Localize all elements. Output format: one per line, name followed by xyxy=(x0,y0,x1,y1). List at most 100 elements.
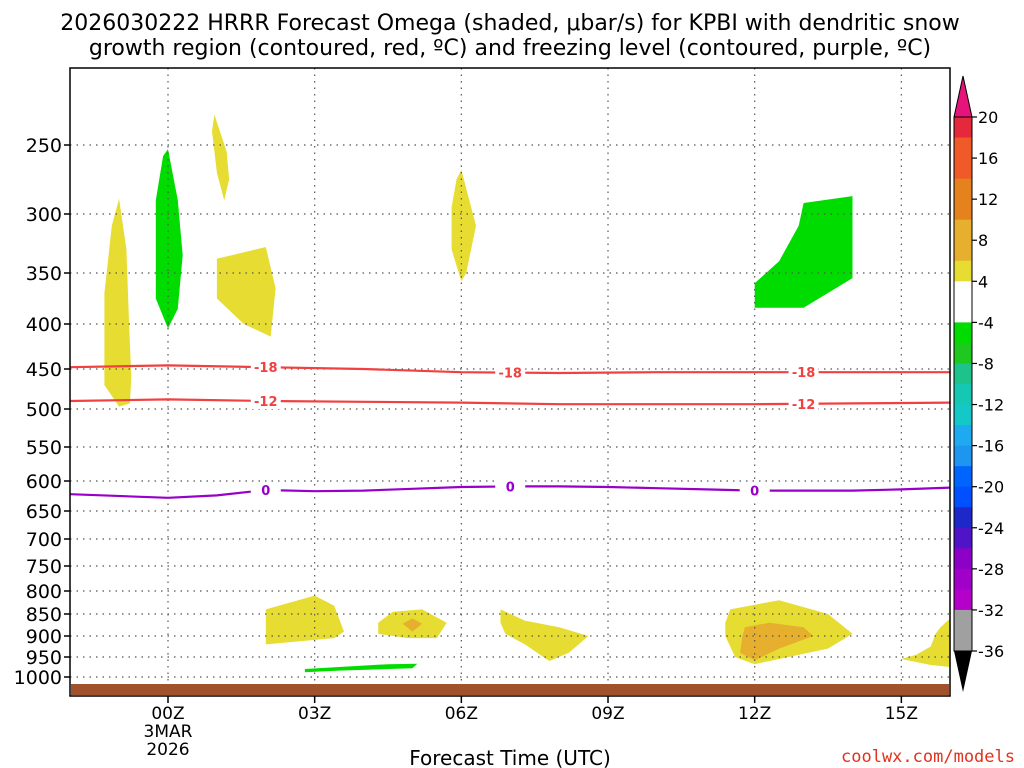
colorbar-segment xyxy=(954,219,972,241)
colorbar-segment xyxy=(954,199,972,221)
x-axis-label: Forecast Time (UTC) xyxy=(409,746,611,768)
y-tick-label: 800 xyxy=(26,581,62,603)
colorbar-label: -28 xyxy=(978,560,1004,579)
y-tick-label: 700 xyxy=(26,529,62,551)
y-tick-label: 250 xyxy=(26,135,62,157)
colorbar-segment xyxy=(954,548,972,570)
colorbar-bottom-arrow xyxy=(954,651,972,692)
omega-region xyxy=(212,114,230,201)
colorbar-label: 16 xyxy=(978,149,998,168)
ground-bar xyxy=(71,684,949,695)
contour-label-bg xyxy=(739,482,770,499)
y-tick-label: 350 xyxy=(26,263,62,285)
colorbar-label: 4 xyxy=(978,272,988,291)
x-tick-label: 06Z xyxy=(445,704,478,724)
colorbar: 20 16 12 8 4 -4 -8 -12 -16 -20 -24 -28 -32 -36 xyxy=(953,75,1004,692)
contour-label-bg xyxy=(495,364,526,381)
y-tick-label: 900 xyxy=(26,626,62,648)
colorbar-segment xyxy=(954,260,972,282)
colorbar-segment xyxy=(954,589,972,611)
contour-label: -18 xyxy=(498,367,522,382)
contour-label-bg xyxy=(788,364,819,381)
colorbar-segment xyxy=(954,281,972,303)
colorbar-segment xyxy=(954,178,972,200)
colorbar-label: 8 xyxy=(978,231,988,250)
contour-label-bg xyxy=(250,359,281,376)
colorbar-segment xyxy=(954,301,972,323)
colorbar-label: 20 xyxy=(978,108,998,127)
y-tick-label: 400 xyxy=(26,314,62,336)
temperature-contours: -18 -18 -18 -12 -12 0 0 0 xyxy=(70,359,951,500)
omega-region xyxy=(155,149,183,329)
x-tick-label: 15Z xyxy=(885,704,918,724)
y-tick-label: 1000 xyxy=(14,667,62,689)
colorbar-label: -12 xyxy=(978,396,1004,415)
colorbar-label: -16 xyxy=(978,437,1004,456)
colorbar-top-arrow xyxy=(953,75,973,118)
contour-label-bg xyxy=(788,395,819,412)
x-tick-label: 09Z xyxy=(591,704,624,724)
omega-region xyxy=(451,169,476,282)
colorbar-label: -36 xyxy=(978,642,1004,661)
y-tick-label: 500 xyxy=(26,399,62,421)
contour-label: -18 xyxy=(792,366,816,381)
chart-title-line1: 2026030222 HRRR Forecast Omega (shaded, … xyxy=(60,11,959,36)
x-axis-date-line2: 2026 xyxy=(146,740,189,760)
colorbar-segment xyxy=(954,507,972,529)
colorbar-label: -4 xyxy=(978,313,994,332)
omega-shaded-regions xyxy=(104,114,951,673)
y-tick-label: 600 xyxy=(26,471,62,493)
plot-background xyxy=(70,68,950,696)
plot-frame xyxy=(69,67,951,697)
colorbar-segment xyxy=(954,445,972,467)
contour-label: 0 xyxy=(750,485,759,500)
colorbar-label: -8 xyxy=(978,354,994,373)
chart-title-line2: growth region (contoured, red, ºC) and f… xyxy=(89,36,931,61)
pressure-axis: 2503003504004505005506006507007508008509… xyxy=(14,135,70,689)
x-tick-label: 03Z xyxy=(298,704,331,724)
colorbar-segment xyxy=(954,609,972,631)
contour-label: 0 xyxy=(261,484,270,499)
contour-label-bg xyxy=(495,478,526,495)
colorbar-label: -24 xyxy=(978,519,1004,538)
omega-region xyxy=(104,198,132,407)
omega-region xyxy=(740,622,814,661)
y-tick-label: 750 xyxy=(26,556,62,578)
y-tick-label: 850 xyxy=(26,604,62,626)
colorbar-segment xyxy=(954,322,972,344)
colorbar-segment xyxy=(954,630,972,652)
colorbar-label: 12 xyxy=(978,190,998,209)
colorbar-label: -32 xyxy=(978,601,1004,620)
y-tick-label: 950 xyxy=(26,647,62,669)
colorbar-segment xyxy=(954,527,972,549)
x-axis-date-line1: 3MAR xyxy=(144,722,193,742)
colorbar-segment xyxy=(954,240,972,262)
colorbar-segment xyxy=(954,486,972,508)
omega-region xyxy=(901,618,951,667)
contour-label: -18 xyxy=(254,361,278,376)
colorbar-label: -20 xyxy=(978,478,1004,497)
colorbar-segment xyxy=(954,425,972,447)
y-tick-label: 550 xyxy=(26,437,62,459)
contour-label: -12 xyxy=(792,398,816,413)
colorbar-segment xyxy=(954,363,972,385)
time-axis: 00Z 03Z 06Z 09Z 12Z 15Z xyxy=(151,696,918,724)
colorbar-segment xyxy=(954,384,972,406)
colorbar-segment xyxy=(954,466,972,488)
contour-label-bg xyxy=(250,482,281,498)
site-credit: coolwx.com/models xyxy=(841,747,1015,767)
colorbar-segment xyxy=(954,404,972,426)
colorbar-segment xyxy=(954,158,972,180)
colorbar-segment xyxy=(954,137,972,159)
omega-region xyxy=(304,663,418,673)
colorbar-segment xyxy=(954,117,972,139)
chart-grid xyxy=(70,68,950,696)
omega-region xyxy=(402,618,423,632)
omega-region xyxy=(216,247,276,337)
omega-region xyxy=(500,609,589,661)
contour-label-bg xyxy=(250,393,281,409)
omega-region xyxy=(265,595,344,645)
x-tick-label: 00Z xyxy=(151,704,184,724)
colorbar-segment xyxy=(954,568,972,590)
